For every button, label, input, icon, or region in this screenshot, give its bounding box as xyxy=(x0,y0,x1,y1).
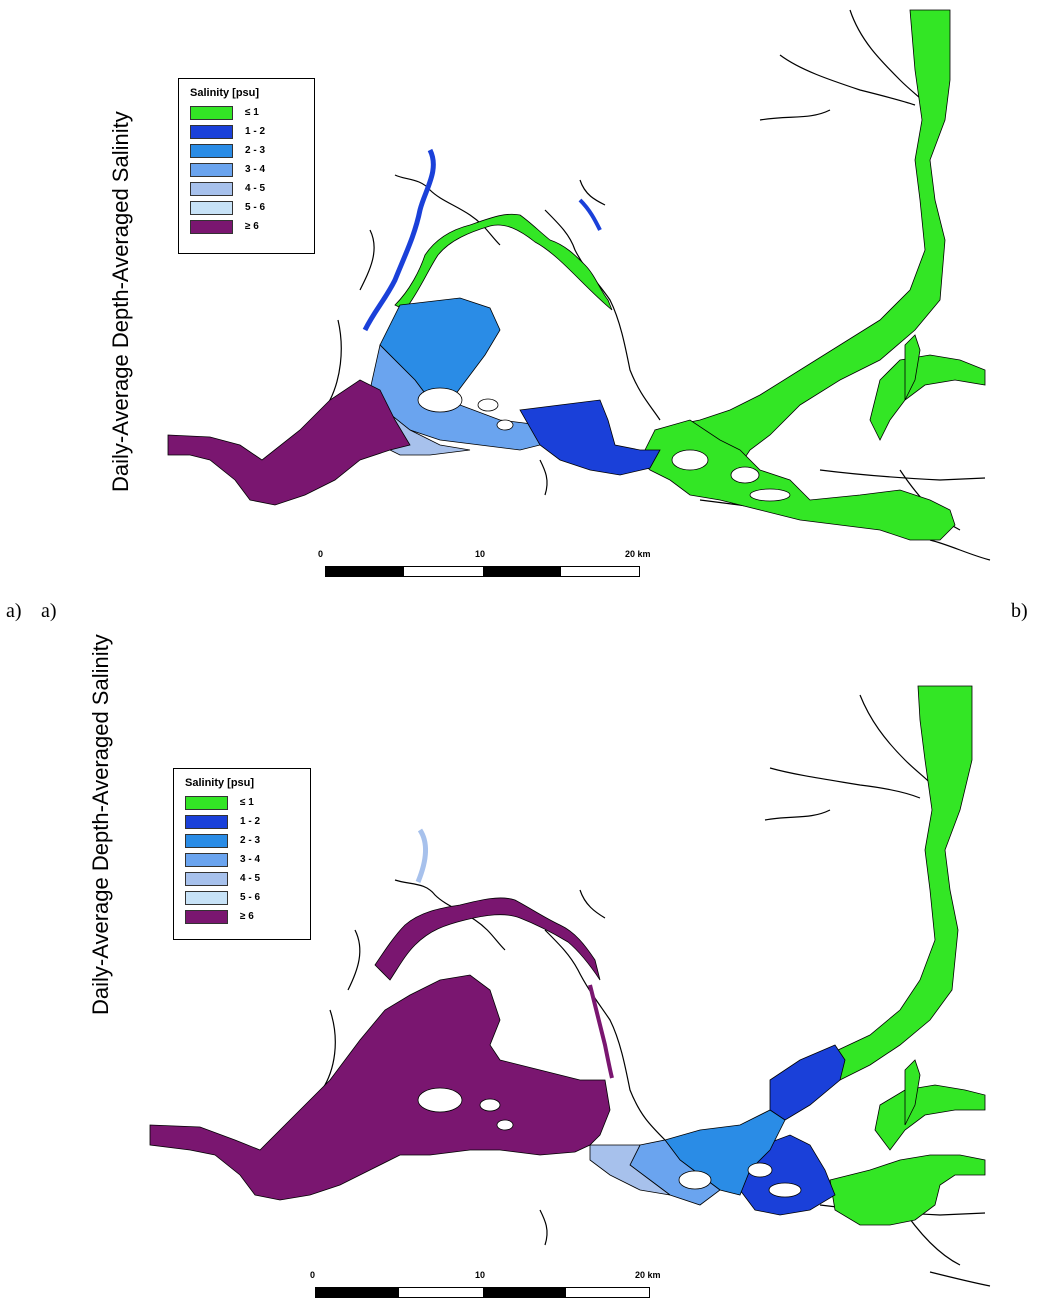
legend-swatch xyxy=(185,814,228,829)
upstream-river-blue xyxy=(362,148,436,332)
upstream-river-light xyxy=(415,828,429,883)
legend-swatch xyxy=(190,181,233,196)
legend-swatch xyxy=(185,871,228,886)
legend-swatch xyxy=(190,105,233,120)
river-over-6 xyxy=(374,897,601,981)
legend-label: 5 - 6 xyxy=(240,892,261,903)
bay-over-6 xyxy=(167,379,411,506)
legend-item: ≥ 6 xyxy=(190,217,314,236)
legend: Salinity [psu] ≤ 1 1 - 2 2 - 3 3 - 4 4 -… xyxy=(178,78,315,254)
map-panel-b: Daily-Average Depth-Averaged Salinity Sa… xyxy=(0,634,1041,1309)
legend-label: ≥ 6 xyxy=(245,221,259,232)
legend-item: 5 - 6 xyxy=(185,888,310,907)
legend-item: 1 - 2 xyxy=(185,812,310,831)
legend-swatch xyxy=(190,124,233,139)
legend-label: 3 - 4 xyxy=(245,164,266,175)
tributary-over-6 xyxy=(588,984,614,1079)
river-lines xyxy=(317,9,991,561)
legend-item: 3 - 4 xyxy=(185,850,310,869)
legend-swatch xyxy=(185,795,228,810)
legend-item: 4 - 5 xyxy=(185,869,310,888)
legend-label: 3 - 4 xyxy=(240,854,261,865)
fresh-water-region xyxy=(829,685,986,1226)
scale-label-0: 0 xyxy=(310,1270,316,1280)
scale-label-0: 0 xyxy=(318,549,324,559)
scale-label-20: 20 km xyxy=(635,1270,661,1280)
legend-label: 4 - 5 xyxy=(245,183,266,194)
panel-caption-a: a) xyxy=(6,600,22,622)
bay-4-5 xyxy=(589,1144,671,1196)
legend-swatch xyxy=(185,909,228,924)
legend-item: ≤ 1 xyxy=(185,793,310,812)
legend-label: ≤ 1 xyxy=(240,797,254,808)
legend-item: 2 - 3 xyxy=(185,831,310,850)
legend-swatch xyxy=(190,200,233,215)
legend-label: 2 - 3 xyxy=(245,145,266,156)
legend-label: 5 - 6 xyxy=(245,202,266,213)
legend-item: 3 - 4 xyxy=(190,160,314,179)
panel-caption-b: b) xyxy=(1011,600,1028,622)
scale-bar xyxy=(315,1287,650,1298)
y-axis-label: Daily-Average Depth-Averaged Salinity xyxy=(108,111,133,492)
legend-item: 5 - 6 xyxy=(190,198,314,217)
salinity-map-a xyxy=(167,9,991,561)
legend-title: Salinity [psu] xyxy=(190,87,260,99)
legend-label: ≤ 1 xyxy=(245,107,259,118)
legend-label: 2 - 3 xyxy=(240,835,261,846)
map-panel-a: Daily-Average Depth-Averaged Salinity Sa… xyxy=(0,0,1041,600)
scale-label-10: 10 xyxy=(475,549,486,559)
legend-item: 1 - 2 xyxy=(190,122,314,141)
legend-item: ≤ 1 xyxy=(190,103,314,122)
legend-swatch xyxy=(185,890,228,905)
tributary-blue xyxy=(578,198,602,231)
islands xyxy=(417,387,791,502)
legend-label: ≥ 6 xyxy=(240,911,254,922)
legend-item: ≥ 6 xyxy=(185,907,310,926)
salinity-map-b xyxy=(149,685,991,1287)
bay-over-6 xyxy=(149,974,611,1201)
legend-item: 4 - 5 xyxy=(190,179,314,198)
scale-label-20: 20 km xyxy=(625,549,651,559)
legend-label: 1 - 2 xyxy=(245,126,266,137)
legend-swatch xyxy=(185,833,228,848)
legend-label: 1 - 2 xyxy=(240,816,261,827)
legend-swatch xyxy=(190,143,233,158)
legend-item: 2 - 3 xyxy=(190,141,314,160)
legend-label: 4 - 5 xyxy=(240,873,261,884)
legend-swatch xyxy=(190,219,233,234)
bay-1-2 xyxy=(769,1044,846,1121)
bay-1-2 xyxy=(519,399,661,476)
legend-swatch xyxy=(190,162,233,177)
y-axis-label: Daily-Average Depth-Averaged Salinity xyxy=(88,634,113,1015)
legend-title: Salinity [psu] xyxy=(185,777,255,789)
scale-bar xyxy=(325,566,640,577)
scale-label-10: 10 xyxy=(475,1270,486,1280)
legend-swatch xyxy=(185,852,228,867)
legend: Salinity [psu] ≤ 1 1 - 2 2 - 3 3 - 4 4 -… xyxy=(173,768,311,940)
islands xyxy=(417,1087,802,1198)
panel-caption-a-repeat: a) xyxy=(41,600,57,622)
